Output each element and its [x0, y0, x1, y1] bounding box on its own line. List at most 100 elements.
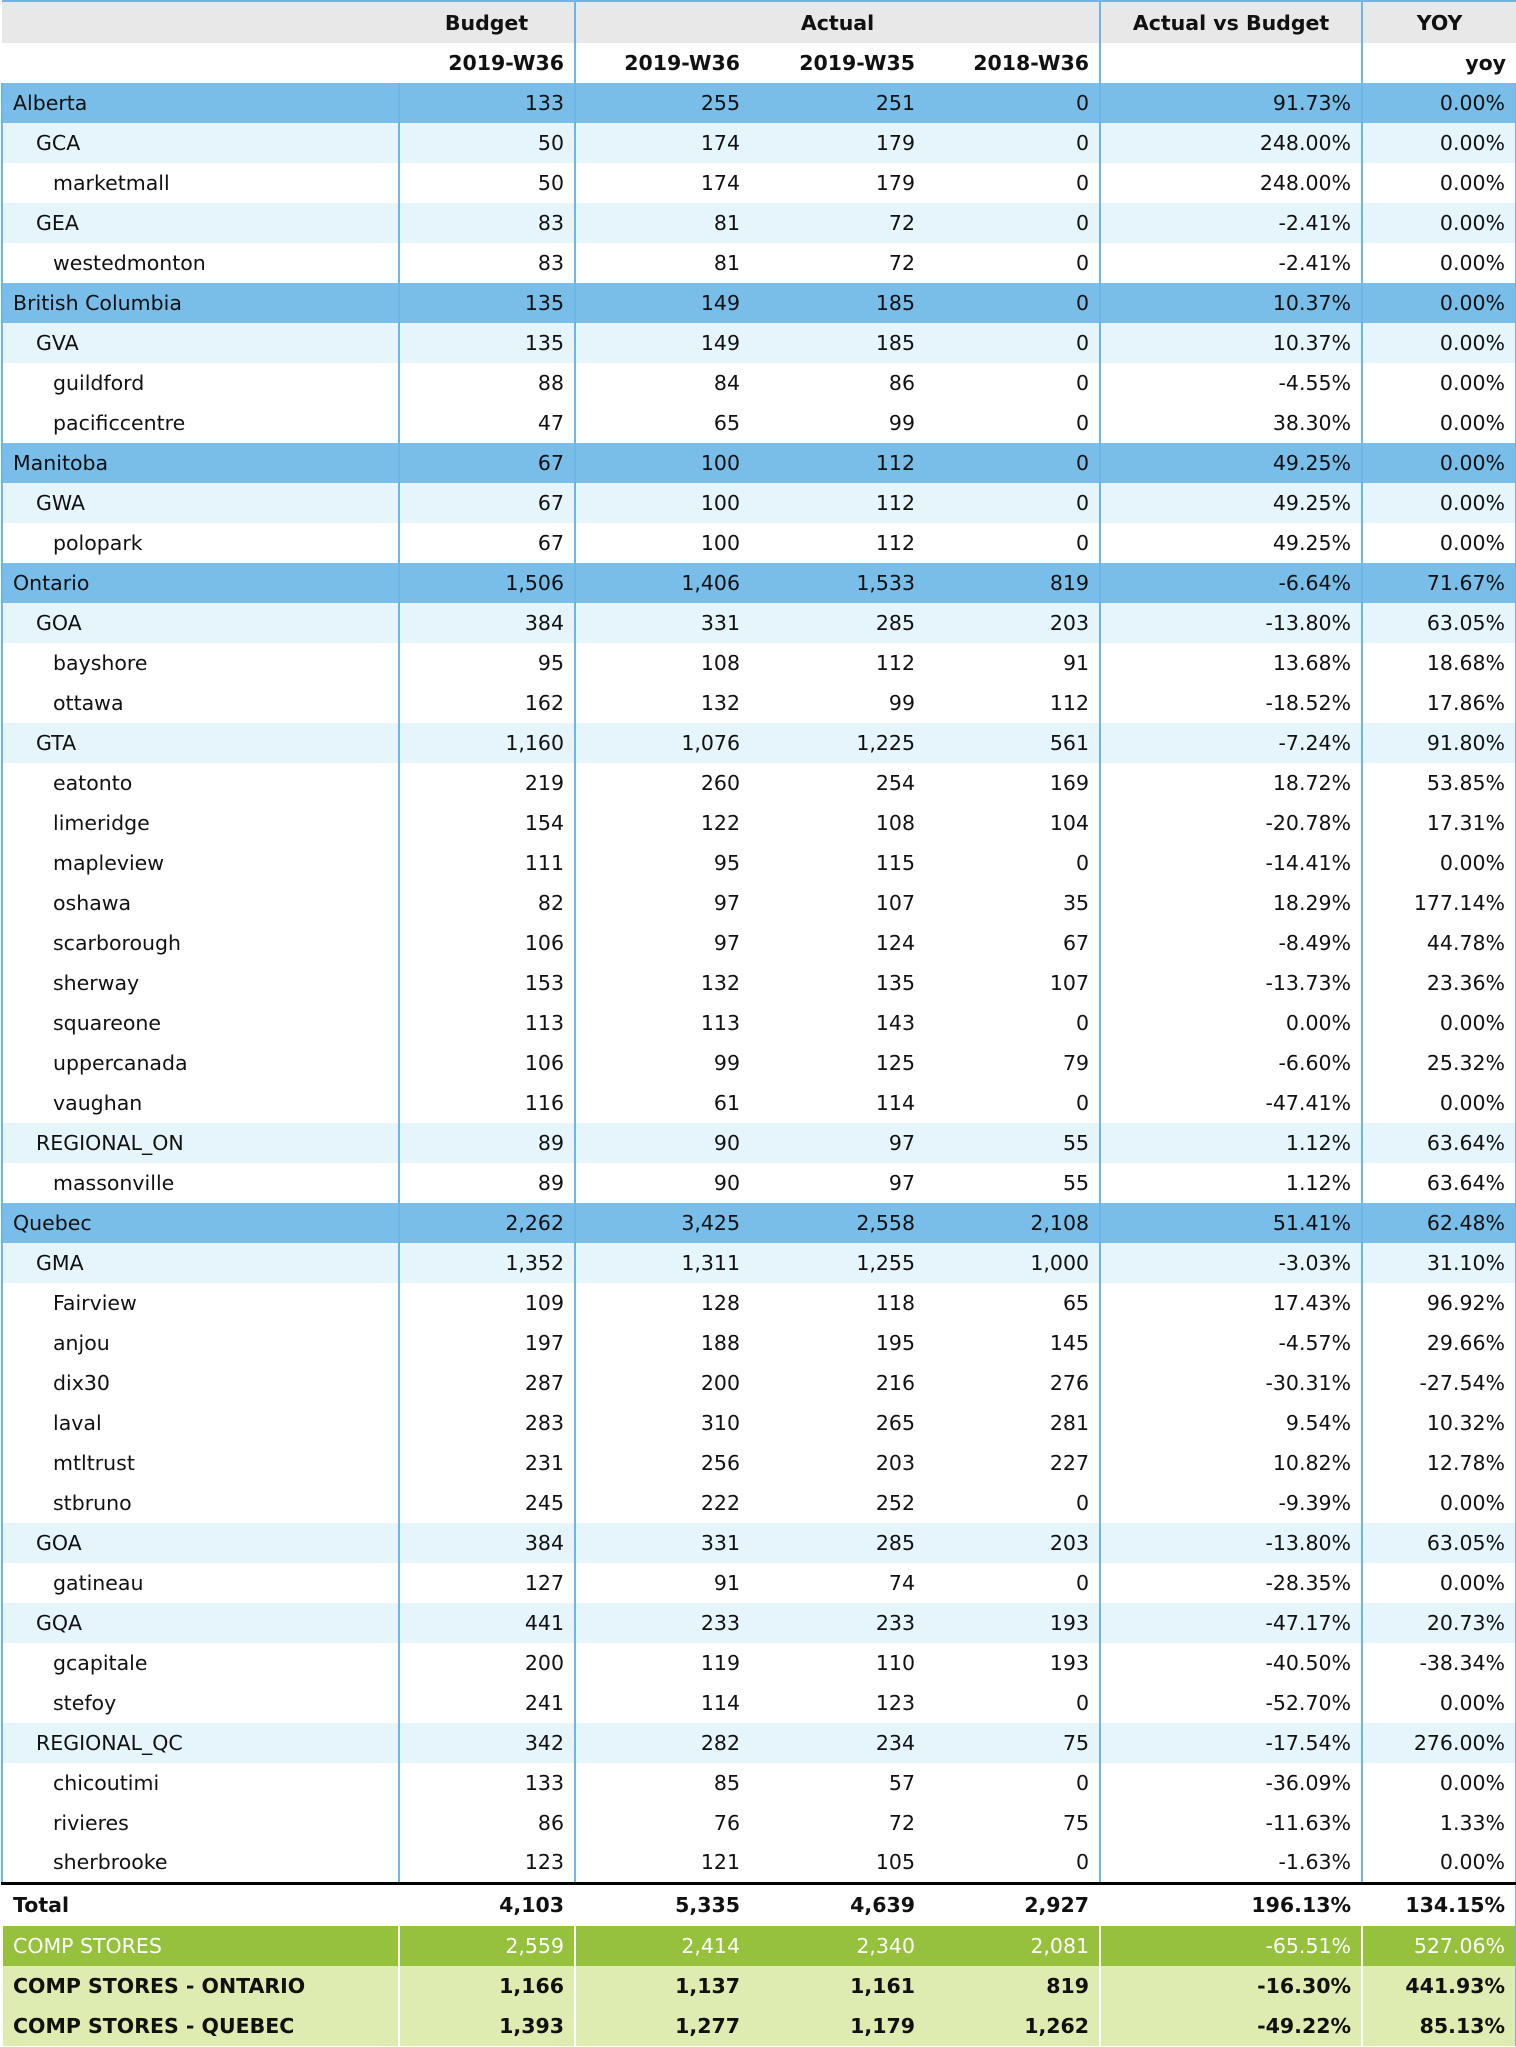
table-row-region: GQA 441 233 233 193 -47.17% 20.73% — [1, 1603, 1516, 1643]
actual-vs-budget-cell: -13.80% — [1099, 603, 1363, 643]
yoy-cell: 134.15% — [1361, 1881, 1516, 1926]
actual-previous-cell: 99 — [750, 403, 925, 443]
actual-vs-budget-cell: 0.00% — [1099, 1003, 1363, 1043]
actual-last-year-cell: 91 — [925, 643, 1101, 683]
actual-vs-budget-cell: -13.80% — [1099, 1523, 1363, 1563]
actual-last-year-cell: 65 — [925, 1283, 1101, 1323]
row-label: chicoutimi — [1, 1763, 399, 1803]
actual-current-cell: 119 — [574, 1643, 750, 1683]
actual-vs-budget-cell: -8.49% — [1099, 923, 1363, 963]
actual-last-year-cell: 0 — [925, 1483, 1101, 1523]
actual-vs-budget-cell: -11.63% — [1099, 1803, 1363, 1843]
actual-vs-budget-cell: -20.78% — [1099, 803, 1363, 843]
subheader-actual-previous: 2019-W35 — [750, 43, 925, 83]
budget-cell: 67 — [398, 523, 575, 563]
yoy-cell: 63.64% — [1361, 1163, 1516, 1203]
actual-vs-budget-cell: 10.37% — [1099, 283, 1363, 323]
yoy-cell: 0.00% — [1361, 1003, 1516, 1043]
row-label: massonville — [1, 1163, 399, 1203]
budget-cell: 50 — [398, 123, 575, 163]
table-row-region: REGIONAL_ON 89 90 97 55 1.12% 63.64% — [1, 1123, 1516, 1163]
table-row-store: gatineau 127 91 74 0 -28.35% 0.00% — [1, 1563, 1516, 1603]
actual-previous-cell: 4,639 — [750, 1881, 925, 1926]
row-label: westedmonton — [1, 243, 399, 283]
actual-previous-cell: 86 — [750, 363, 925, 403]
actual-last-year-cell: 2,081 — [925, 1926, 1101, 1966]
actual-last-year-cell: 0 — [925, 403, 1101, 443]
budget-cell: 342 — [398, 1723, 575, 1763]
actual-current-cell: 256 — [574, 1443, 750, 1483]
actual-current-cell: 121 — [574, 1843, 750, 1883]
actual-previous-cell: 234 — [750, 1723, 925, 1763]
table-row-store: guildford 88 84 86 0 -4.55% 0.00% — [1, 363, 1516, 403]
budget-cell: 219 — [398, 763, 575, 803]
actual-current-cell: 310 — [574, 1403, 750, 1443]
actual-current-cell: 1,406 — [574, 563, 750, 603]
yoy-cell: 63.05% — [1361, 603, 1516, 643]
budget-cell: 135 — [398, 283, 575, 323]
yoy-cell: 0.00% — [1361, 1083, 1516, 1123]
budget-cell: 441 — [398, 1603, 575, 1643]
actual-last-year-cell: 0 — [925, 163, 1101, 203]
actual-previous-cell: 135 — [750, 963, 925, 1003]
yoy-cell: 18.68% — [1361, 643, 1516, 683]
row-label: GWA — [1, 483, 399, 523]
actual-current-cell: 149 — [574, 283, 750, 323]
actual-current-cell: 76 — [574, 1803, 750, 1843]
actual-current-cell: 255 — [574, 83, 750, 123]
budget-cell: 1,352 — [398, 1243, 575, 1283]
actual-vs-budget-cell: 49.25% — [1099, 523, 1363, 563]
table-row-region: GCA 50 174 179 0 248.00% 0.00% — [1, 123, 1516, 163]
actual-current-cell: 128 — [574, 1283, 750, 1323]
row-label: anjou — [1, 1323, 399, 1363]
actual-vs-budget-cell: 51.41% — [1099, 1203, 1363, 1243]
row-label: marketmall — [1, 163, 399, 203]
header-budget: Budget — [399, 0, 576, 43]
table-row-store: sherway 153 132 135 107 -13.73% 23.36% — [1, 963, 1516, 1003]
table-row-store: scarborough 106 97 124 67 -8.49% 44.78% — [1, 923, 1516, 963]
yoy-cell: 31.10% — [1361, 1243, 1516, 1283]
actual-current-cell: 97 — [574, 923, 750, 963]
actual-current-cell: 331 — [574, 1523, 750, 1563]
table-row-comp: COMP STORES 2,559 2,414 2,340 2,081 -65.51% 52… — [1, 1926, 1516, 1966]
actual-current-cell: 1,076 — [574, 723, 750, 763]
budget-cell: 197 — [398, 1323, 575, 1363]
table-row-store: mtltrust 231 256 203 227 10.82% 12.78% — [1, 1443, 1516, 1483]
budget-cell: 135 — [398, 323, 575, 363]
actual-previous-cell: 124 — [750, 923, 925, 963]
actual-last-year-cell: 0 — [925, 363, 1101, 403]
row-label: GOA — [1, 1523, 399, 1563]
budget-cell: 83 — [398, 243, 575, 283]
actual-previous-cell: 185 — [750, 323, 925, 363]
yoy-cell: 0.00% — [1361, 363, 1516, 403]
actual-vs-budget-cell: -49.22% — [1099, 2006, 1363, 2046]
yoy-cell: 0.00% — [1361, 443, 1516, 483]
table-row-region: GEA 83 81 72 0 -2.41% 0.00% — [1, 203, 1516, 243]
yoy-cell: 0.00% — [1361, 843, 1516, 883]
budget-cell: 2,559 — [398, 1926, 575, 1966]
table-row-region: GVA 135 149 185 0 10.37% 0.00% — [1, 323, 1516, 363]
yoy-cell: -38.34% — [1361, 1643, 1516, 1683]
actual-last-year-cell: 819 — [925, 1966, 1101, 2006]
actual-last-year-cell: 0 — [925, 123, 1101, 163]
table-row-store: uppercanada 106 99 125 79 -6.60% 25.32% — [1, 1043, 1516, 1083]
actual-vs-budget-cell: -47.41% — [1099, 1083, 1363, 1123]
actual-last-year-cell: 0 — [925, 243, 1101, 283]
actual-last-year-cell: 203 — [925, 603, 1101, 643]
yoy-cell: 23.36% — [1361, 963, 1516, 1003]
yoy-cell: 25.32% — [1361, 1043, 1516, 1083]
actual-vs-budget-cell: 1.12% — [1099, 1163, 1363, 1203]
budget-cell: 89 — [398, 1163, 575, 1203]
actual-last-year-cell: 193 — [925, 1643, 1101, 1683]
actual-current-cell: 174 — [574, 123, 750, 163]
row-label: Total — [1, 1881, 399, 1926]
table-row-store: Fairview 109 128 118 65 17.43% 96.92% — [1, 1283, 1516, 1323]
table-footer: Total 4,103 5,335 4,639 2,927 196.13% 134.15% C… — [1, 1881, 1516, 2046]
table-row-province: Ontario 1,506 1,406 1,533 819 -6.64% 71.67% — [1, 563, 1516, 603]
yoy-cell: -27.54% — [1361, 1363, 1516, 1403]
row-label: GQA — [1, 1603, 399, 1643]
row-label: limeridge — [1, 803, 399, 843]
yoy-cell: 0.00% — [1361, 1683, 1516, 1723]
budget-cell: 67 — [398, 443, 575, 483]
